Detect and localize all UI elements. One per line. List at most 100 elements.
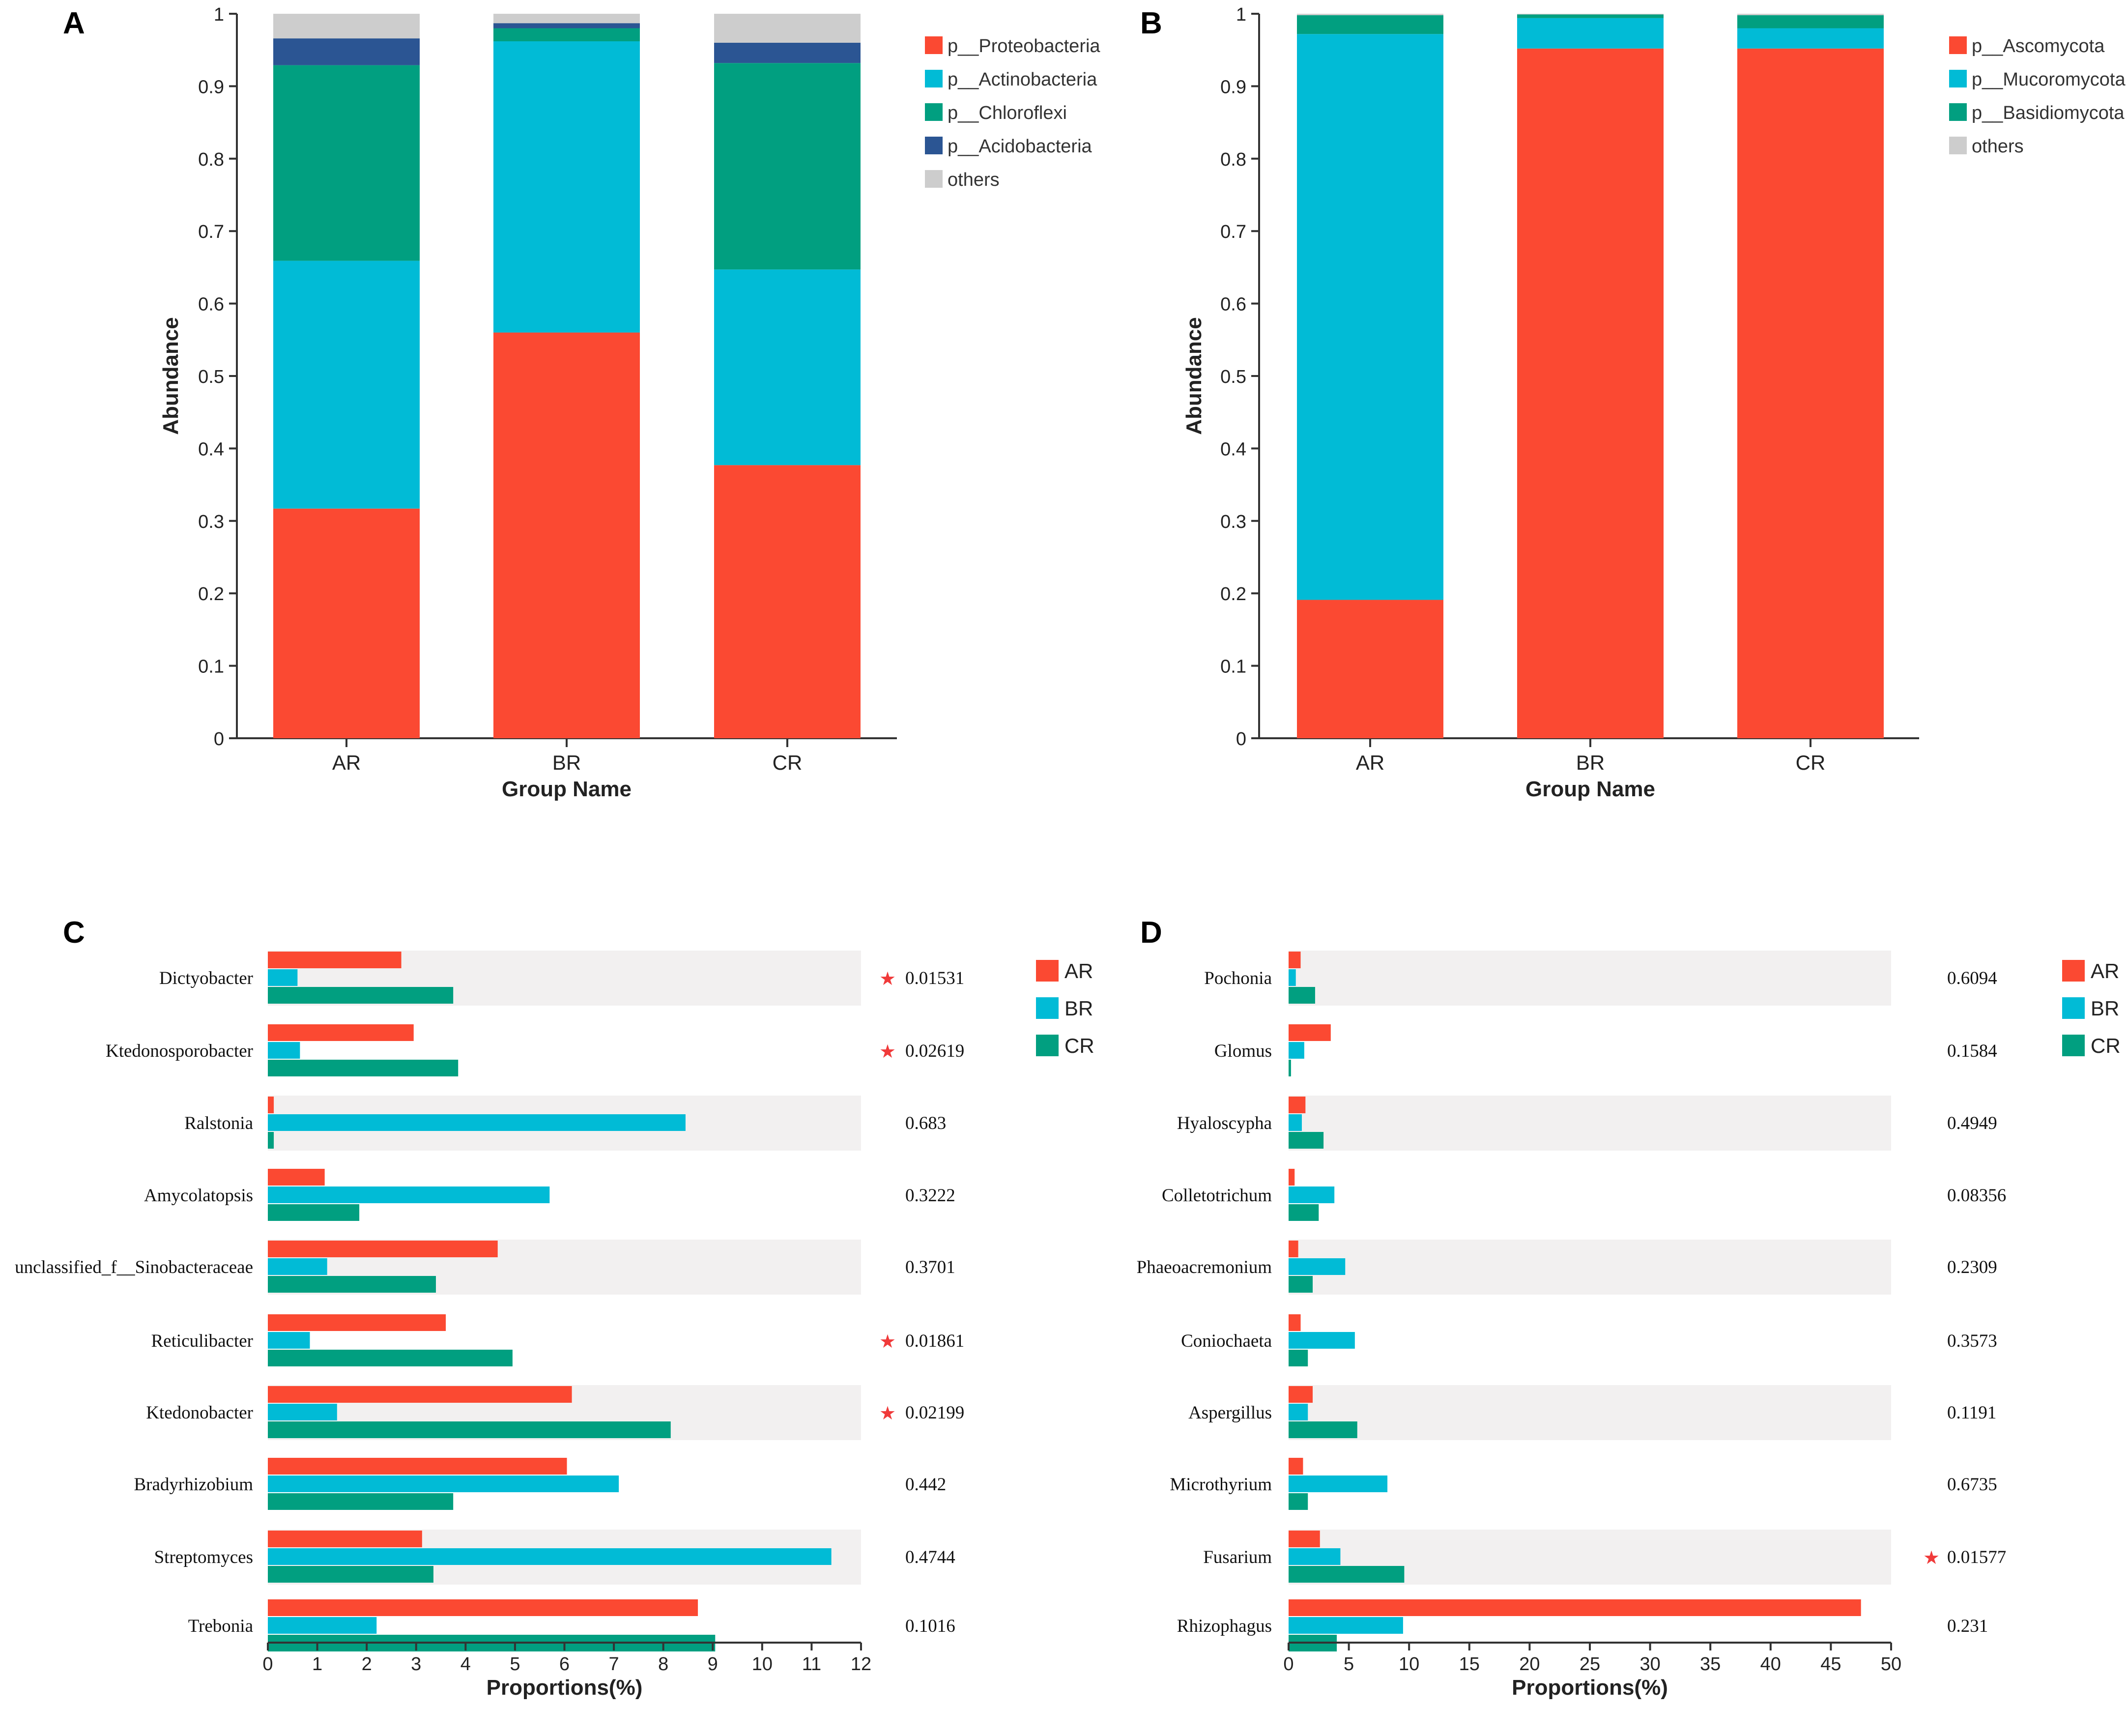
x-tick-label: 0 [1283, 1654, 1293, 1675]
legend-swatch-p-actinobacteria [925, 70, 943, 87]
bar-cr-others [714, 14, 861, 43]
row-label-microthyrium: Microthyrium [1170, 1475, 1272, 1495]
p-value: 0.4744 [905, 1547, 955, 1567]
x-tick-label: BR [1576, 751, 1605, 774]
row-label-hyaloscypha: Hyaloscypha [1177, 1113, 1272, 1133]
legend-label-cr: CR [1064, 1034, 1094, 1057]
row-label-ktedonobacter: Ktedonobacter [146, 1403, 253, 1423]
row-band [1289, 1096, 1891, 1151]
x-axis-label: Proportions(%) [1512, 1676, 1668, 1700]
y-axis-label: Abundance [159, 317, 183, 435]
y-tick-label: 0.8 [1220, 149, 1246, 170]
bar-dictyobacter-br [268, 969, 298, 986]
bar-pochonia-ar [1289, 952, 1301, 968]
x-tick-label: 45 [1820, 1654, 1841, 1675]
x-tick-label: 8 [658, 1654, 668, 1675]
y-tick-label: 0.4 [1220, 439, 1246, 460]
bar-coniochaeta-ar [1289, 1314, 1301, 1331]
panel-letter: C [63, 916, 85, 950]
significance-star: ★ [879, 969, 896, 989]
p-value: 0.01861 [905, 1331, 964, 1351]
bar-coniochaeta-cr [1289, 1350, 1308, 1366]
x-tick-label: 10 [752, 1654, 773, 1675]
legend-label-cr: CR [2091, 1034, 2121, 1057]
row-band [1289, 1385, 1891, 1440]
row-label-reticulibacter: Reticulibacter [151, 1331, 253, 1351]
x-axis-label: Group Name [502, 777, 632, 801]
bar-pochonia-br [1289, 969, 1296, 986]
x-tick-label: AR [1356, 751, 1384, 774]
row-label-dictyobacter: Dictyobacter [159, 968, 253, 988]
legend-label-p-actinobacteria: p__Actinobacteria [948, 69, 1097, 90]
x-tick-label: CR [1796, 751, 1826, 774]
bar-unclassified-f-sinobacteraceae-br [268, 1258, 327, 1275]
x-tick-label: 4 [460, 1654, 471, 1675]
x-tick-label: 15 [1459, 1654, 1480, 1675]
y-tick-label: 0.1 [198, 657, 224, 677]
y-axis-label: Abundance [1182, 317, 1206, 435]
x-tick-label: 12 [851, 1654, 871, 1675]
p-value: 0.6094 [1947, 968, 1997, 988]
legend-swatch-p-acidobacteria [925, 137, 943, 154]
panel-b: B 0 0.1 0.2 0.3 0.4 0.5 0.6 0.7 0.8 0.9 1 AR BR CR Grou… [1140, 4, 2126, 801]
bar-cr-p-ascomycota [1737, 48, 1884, 739]
legend-label-p-chloroflexi: p__Chloroflexi [948, 103, 1067, 123]
bar-cr-p-actinobacteria [714, 269, 861, 465]
y-tick-label: 0.2 [198, 584, 224, 605]
row-label-pochonia: Pochonia [1204, 968, 1272, 988]
y-tick-label: 0.5 [1220, 367, 1246, 387]
bar-microthyrium-cr [1289, 1493, 1308, 1510]
bar-ar-p-ascomycota [1297, 600, 1443, 738]
p-value: 0.683 [905, 1113, 946, 1133]
significance-star: ★ [1923, 1548, 1940, 1568]
x-tick-label: 3 [411, 1654, 421, 1675]
legend-swatch-p-mucoromycota [1949, 70, 1967, 87]
legend-swatch-br [1036, 997, 1059, 1019]
p-value: 0.01577 [1947, 1547, 2006, 1567]
legend-swatch-ar [2062, 960, 2085, 982]
p-value: 0.231 [1947, 1616, 1988, 1636]
x-tick-label: BR [552, 751, 581, 774]
bar-glomus-cr [1289, 1060, 1291, 1076]
panel-c: C Dictyobacter 0.01531 ★ Ktedonosporobacter 0… [15, 916, 1094, 1700]
legend-swatch-p-chloroflexi [925, 103, 943, 121]
legend-swatch-p-proteobacteria [925, 36, 943, 54]
bar-dictyobacter-ar [268, 952, 402, 968]
bar-hyaloscypha-cr [1289, 1132, 1324, 1149]
bar-ar-p-basidiomycota [1297, 15, 1443, 34]
legend-label-p-proteobacteria: p__Proteobacteria [948, 36, 1100, 57]
row-band [1289, 951, 1891, 1006]
y-tick-label: 0.2 [1220, 584, 1246, 605]
y-tick-label: 0.6 [1220, 294, 1246, 315]
bar-unclassified-f-sinobacteraceae-cr [268, 1276, 436, 1293]
row-label-phaeoacremonium: Phaeoacremonium [1137, 1257, 1272, 1277]
bar-rhizophagus-br [1289, 1617, 1403, 1634]
bar-rhizophagus-ar [1289, 1599, 1861, 1616]
p-value: 0.3573 [1947, 1331, 1997, 1351]
bar-cr-p-basidiomycota [1737, 15, 1884, 29]
bar-ar-p-acidobacteria [273, 38, 420, 65]
significance-star: ★ [879, 1331, 896, 1352]
bar-ktedonobacter-br [268, 1404, 337, 1420]
y-tick-label: 0.4 [198, 439, 224, 460]
x-tick-label: 5 [1344, 1654, 1354, 1675]
y-tick-label: 0.3 [1220, 512, 1246, 532]
bar-ktedonosporobacter-cr [268, 1060, 459, 1076]
bar-cr-p-mucoromycota [1737, 28, 1884, 49]
row-label-aspergillus: Aspergillus [1188, 1403, 1272, 1423]
x-tick-label: 11 [802, 1654, 821, 1675]
y-tick-label: 0.6 [198, 294, 224, 315]
panel-d: D Pochonia 0.6094 Glomus 0.1584 Hyaloscypha 0.… [1137, 916, 2121, 1700]
bar-cr-p-acidobacteria [714, 42, 861, 63]
legend-swatch-br [2062, 997, 2085, 1019]
row-label-amycolatopsis: Amycolatopsis [144, 1186, 253, 1206]
bar-cr-p-proteobacteria [714, 465, 861, 738]
x-tick-label: 6 [559, 1654, 570, 1675]
bar-reticulibacter-br [268, 1332, 310, 1349]
legend-swatch-ar [1036, 960, 1059, 982]
bar-colletotrichum-br [1289, 1186, 1335, 1203]
bar-br-p-proteobacteria [493, 332, 640, 738]
bar-ar-others [1297, 14, 1443, 15]
panel-a: A 0 0.1 0.2 0.3 0.4 0.5 0.6 0.7 0.8 0.9 1 AR BR CR Grou… [63, 4, 1100, 801]
